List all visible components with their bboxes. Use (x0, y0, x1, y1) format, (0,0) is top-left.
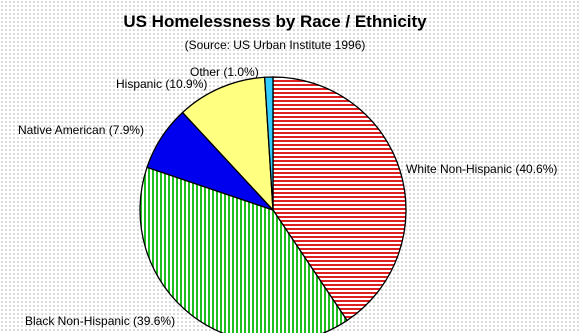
slice-label-3: Native American (7.9%) (18, 123, 144, 137)
slice-label-5: Other (1.0%) (190, 65, 259, 79)
chart-title: US Homelessness by Race / Ethnicity (123, 12, 427, 31)
chart-subtitle: (Source: US Urban Institute 1996) (184, 38, 366, 52)
pie-slice-1 (272, 76, 407, 322)
slice-label-2: Black Non-Hispanic (39.6%) (25, 314, 175, 328)
slice-label-1: White Non-Hispanic (40.6%) (406, 162, 557, 176)
pie-slice-5 (263, 76, 274, 211)
pie-slice-2 (139, 166, 348, 333)
pie-slice-4 (181, 76, 274, 212)
slice-label-4: Hispanic (10.9%) (116, 77, 207, 91)
